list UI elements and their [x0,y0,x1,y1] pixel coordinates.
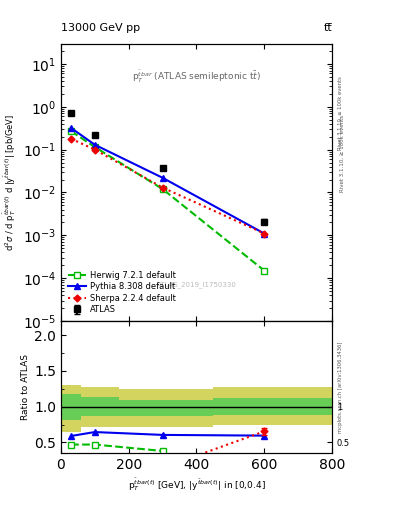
Text: Rivet 3.1.10, ≥ 100k events: Rivet 3.1.10, ≥ 100k events [340,115,345,192]
Pythia 8.308 default [160,175,165,181]
Bar [81,397,119,416]
Sherpa 2.2.4 default [92,146,97,153]
Y-axis label: d$^2\sigma$ / d p$_T^{\bar{t}bar(t)}$ d |y$^{\bar{t}bar(t)}$| [pb/GeV]: d$^2\sigma$ / d p$_T^{\bar{t}bar(t)}$ d … [2,114,18,251]
Sherpa 2.2.4 default [69,136,73,142]
Text: Rivet 3.1.10, ≥ 100k events: Rivet 3.1.10, ≥ 100k events [338,76,343,150]
Text: p$_T^{\bar{t}bar}$ (ATLAS semileptonic t$\bar{t}$): p$_T^{\bar{t}bar}$ (ATLAS semileptonic t… [132,69,261,85]
Bar [81,387,119,426]
Herwig 7.2.1 default [160,186,165,192]
Line: Pythia 8.308 default: Pythia 8.308 default [68,125,267,237]
Bar [213,398,332,415]
Bar [119,399,213,416]
Herwig 7.2.1 default [262,268,266,274]
Line: Sherpa 2.2.4 default: Sherpa 2.2.4 default [69,136,267,236]
Text: ATLAS_2019_I1750330: ATLAS_2019_I1750330 [156,282,237,288]
Text: tt̅: tt̅ [323,23,332,33]
Sherpa 2.2.4 default [262,230,266,237]
Bar [61,385,81,432]
Pythia 8.308 default [262,230,266,237]
Pythia 8.308 default [92,142,97,148]
X-axis label: p$_T^{\bar{t}bar(t)}$ [GeV], |y$^{\bar{t}bar(t)}$| in [0,0.4]: p$_T^{\bar{t}bar(t)}$ [GeV], |y$^{\bar{t… [128,476,265,493]
Line: Herwig 7.2.1 default: Herwig 7.2.1 default [68,128,267,274]
Herwig 7.2.1 default [69,128,73,134]
Text: 13000 GeV pp: 13000 GeV pp [61,23,140,33]
Y-axis label: Ratio to ATLAS: Ratio to ATLAS [21,354,30,420]
Bar [213,387,332,424]
Bar [61,394,81,419]
Pythia 8.308 default [69,125,73,131]
Bar [119,389,213,426]
Legend: Herwig 7.2.1 default, Pythia 8.308 default, Sherpa 2.2.4 default, ATLAS: Herwig 7.2.1 default, Pythia 8.308 defau… [65,268,178,317]
Text: mcplots.cern.ch [arXiv:1306.3436]: mcplots.cern.ch [arXiv:1306.3436] [338,342,343,433]
Herwig 7.2.1 default [92,144,97,150]
Sherpa 2.2.4 default [160,184,165,190]
